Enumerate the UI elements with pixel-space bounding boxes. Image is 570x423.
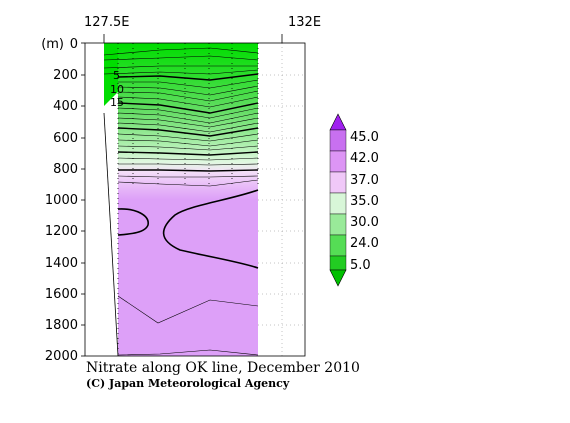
contour-label: 5 <box>113 69 120 82</box>
contour-line <box>103 55 259 61</box>
colorbar-cap-top <box>329 113 347 131</box>
contour-line <box>117 208 149 236</box>
x-tick-label: 132E <box>288 15 321 30</box>
contour-line <box>117 112 259 124</box>
chart-credit: (C) Japan Meteorological Agency <box>86 377 290 390</box>
colorbar-segment <box>329 171 347 194</box>
contour-line <box>103 65 258 69</box>
y-tick-label: 1600 <box>45 287 78 302</box>
y-axis-label: (m) <box>41 37 64 52</box>
plot-frame <box>84 42 306 357</box>
contour-line <box>117 295 259 324</box>
y-axis: (m) 0 200 400 600 800 1000 1200 1400 160… <box>41 37 85 364</box>
y-tick-label: 200 <box>53 68 78 83</box>
colorbar-segment <box>329 192 347 215</box>
contour-line <box>118 169 259 172</box>
colorbar-segment <box>329 129 347 152</box>
contour-line <box>117 85 259 96</box>
contour-line <box>162 189 259 269</box>
contour-line <box>117 107 259 119</box>
top-axis: 127.5E 132E <box>84 15 321 43</box>
colorbar-label: 37.0 <box>350 173 379 188</box>
contour-line <box>118 79 259 89</box>
grid-lines <box>258 43 305 356</box>
contour-line <box>117 179 259 187</box>
colorbar-segment <box>329 213 347 236</box>
y-tick-label: 1000 <box>45 193 78 208</box>
chart-title: Nitrate along OK line, December 2010 <box>86 360 360 376</box>
contour-line <box>117 102 259 114</box>
colorbar: 45.0 42.0 37.0 35.0 30.0 24.0 5.0 <box>329 113 379 287</box>
contour-line <box>117 175 259 178</box>
colorbar-segment <box>329 255 347 271</box>
section-fill <box>118 43 258 356</box>
data-field <box>103 43 258 357</box>
x-tick-label: 127.5E <box>84 15 129 30</box>
seafloor-line <box>103 112 119 357</box>
y-tick-label: 2000 <box>45 349 78 364</box>
colorbar-label: 5.0 <box>350 258 371 273</box>
contour-line <box>117 157 259 161</box>
y-tick-label: 1200 <box>45 224 78 239</box>
colorbar-label: 45.0 <box>350 130 379 145</box>
colorbar-label: 35.0 <box>350 194 379 209</box>
contour-line <box>117 349 259 356</box>
y-tick-label: 1400 <box>45 256 78 271</box>
contour-line <box>117 90 259 102</box>
y-tick-label: 0 <box>70 37 78 52</box>
colorbar-segment <box>329 150 347 173</box>
y-tick-label: 800 <box>53 162 78 177</box>
contour-line <box>118 163 259 166</box>
shelf-region <box>104 43 118 106</box>
contour-label: 10 <box>110 83 124 96</box>
contour-labels: 5 10 15 <box>110 69 124 109</box>
contour-label: 15 <box>110 96 124 109</box>
y-tick-label: 400 <box>53 99 78 114</box>
colorbar-cap-bottom <box>329 269 347 287</box>
colorbar-label: 30.0 <box>350 215 379 230</box>
station-lines <box>117 43 259 356</box>
colorbar-label: 42.0 <box>350 151 379 166</box>
colorbar-segment <box>329 234 347 257</box>
y-tick-label: 1800 <box>45 318 78 333</box>
y-tick-label: 600 <box>53 131 78 146</box>
colorbar-label: 24.0 <box>350 236 379 251</box>
